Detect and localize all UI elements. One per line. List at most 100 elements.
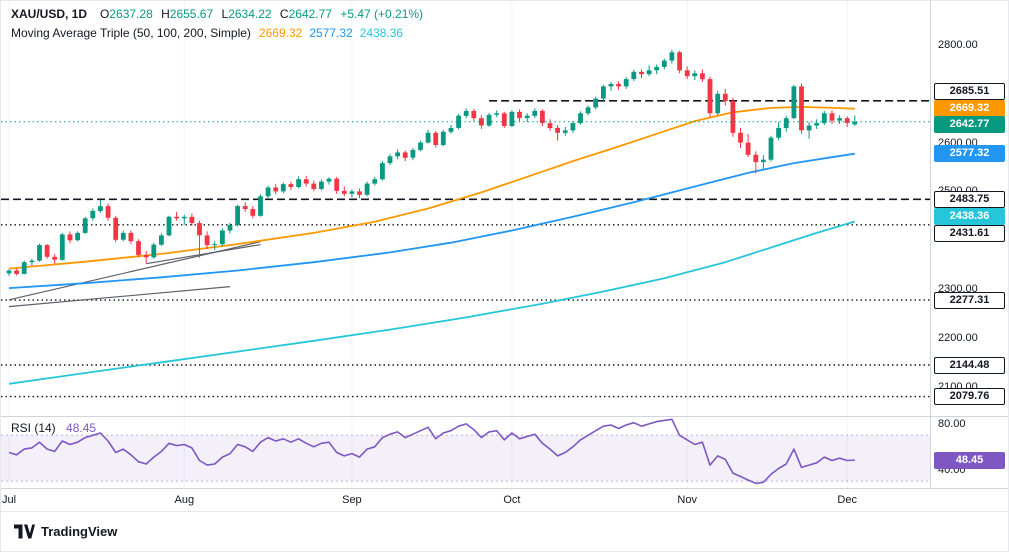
candle[interactable] xyxy=(555,125,560,141)
candle[interactable] xyxy=(220,228,225,247)
candle[interactable] xyxy=(418,140,423,152)
candle[interactable] xyxy=(639,69,644,79)
candle[interactable] xyxy=(235,204,240,227)
candle[interactable] xyxy=(334,176,340,194)
candle[interactable] xyxy=(44,244,50,259)
candle[interactable] xyxy=(349,189,355,198)
candle[interactable] xyxy=(273,184,279,195)
candle[interactable] xyxy=(669,49,675,64)
candle[interactable] xyxy=(120,230,126,242)
candle[interactable] xyxy=(768,135,774,162)
candle[interactable] xyxy=(166,215,172,237)
candle[interactable] xyxy=(540,109,545,126)
candle[interactable] xyxy=(151,242,157,259)
candle[interactable] xyxy=(448,125,454,134)
candle[interactable] xyxy=(303,175,309,187)
candle[interactable] xyxy=(181,214,187,225)
candle[interactable] xyxy=(593,96,599,110)
candle[interactable] xyxy=(692,70,698,81)
candle[interactable] xyxy=(311,180,317,192)
candle[interactable] xyxy=(242,202,248,212)
candle[interactable] xyxy=(578,111,583,125)
candle[interactable] xyxy=(486,112,492,127)
candle[interactable] xyxy=(700,69,705,82)
candle[interactable] xyxy=(6,269,12,276)
candle[interactable] xyxy=(601,85,606,101)
candle[interactable] xyxy=(280,182,286,194)
candle[interactable] xyxy=(75,231,80,242)
candle[interactable] xyxy=(136,239,141,258)
candle[interactable] xyxy=(319,179,324,191)
candle[interactable] xyxy=(677,50,682,74)
candle[interactable] xyxy=(197,220,202,258)
candle[interactable] xyxy=(364,181,370,197)
price-axis[interactable]: 2800.002600.002500.002300.002200.002100.… xyxy=(930,1,1008,416)
candle[interactable] xyxy=(372,176,378,186)
candle[interactable] xyxy=(684,66,690,80)
candle[interactable] xyxy=(616,81,621,90)
candle[interactable] xyxy=(410,148,416,161)
indicator-title[interactable]: Moving Average Triple (50, 100, 200, Sim… xyxy=(11,26,251,40)
candle[interactable] xyxy=(562,127,568,136)
candle[interactable] xyxy=(395,149,400,160)
time-axis[interactable]: Jul Aug Sep Oct Nov Dec xyxy=(1,488,1008,512)
candle[interactable] xyxy=(14,268,19,276)
candle[interactable] xyxy=(326,177,332,185)
candle[interactable] xyxy=(753,151,759,174)
candlestick-chart[interactable] xyxy=(1,1,931,416)
candle[interactable] xyxy=(433,130,439,148)
candle[interactable] xyxy=(646,65,652,77)
candle[interactable] xyxy=(357,188,362,199)
candle[interactable] xyxy=(707,76,713,118)
candle[interactable] xyxy=(59,232,65,261)
price-pane[interactable]: 2800.002600.002500.002300.002200.002100.… xyxy=(1,1,1008,416)
candle[interactable] xyxy=(143,251,149,264)
candle[interactable] xyxy=(258,194,263,217)
candle[interactable] xyxy=(631,69,637,82)
rsi-axis[interactable]: 80.00 40.00 48.45 xyxy=(930,417,1008,488)
candle[interactable] xyxy=(524,113,530,123)
candle[interactable] xyxy=(547,119,553,131)
candle[interactable] xyxy=(532,108,538,119)
candle[interactable] xyxy=(113,215,119,243)
candle[interactable] xyxy=(608,82,614,91)
candle[interactable] xyxy=(715,90,721,116)
candle[interactable] xyxy=(494,110,500,118)
candle[interactable] xyxy=(98,199,103,213)
candle[interactable] xyxy=(288,181,294,190)
candle[interactable] xyxy=(837,115,842,124)
candle[interactable] xyxy=(852,115,858,126)
candle[interactable] xyxy=(722,88,728,106)
candle[interactable] xyxy=(440,129,446,147)
candle[interactable] xyxy=(212,241,218,250)
candle[interactable] xyxy=(425,129,431,144)
candle[interactable] xyxy=(204,231,210,249)
rsi-pane[interactable]: 80.00 40.00 48.45 RSI (14) 48.45 xyxy=(1,416,1008,488)
candle[interactable] xyxy=(52,253,58,264)
candle[interactable] xyxy=(738,127,743,148)
rsi-chart[interactable] xyxy=(1,417,931,488)
candle[interactable] xyxy=(250,206,256,219)
candle[interactable] xyxy=(82,216,88,234)
symbol-title[interactable]: XAU/USD, 1D xyxy=(11,7,88,21)
candle[interactable] xyxy=(402,150,408,162)
candle[interactable] xyxy=(463,108,469,119)
rsi-title[interactable]: RSI (14) xyxy=(11,421,56,435)
candle[interactable] xyxy=(380,161,385,181)
candle[interactable] xyxy=(387,154,393,165)
candle[interactable] xyxy=(159,233,164,247)
candle[interactable] xyxy=(776,122,781,141)
candle[interactable] xyxy=(661,58,667,70)
candle[interactable] xyxy=(806,122,812,139)
candle[interactable] xyxy=(37,243,42,262)
candle[interactable] xyxy=(821,110,827,125)
candle[interactable] xyxy=(730,97,736,137)
candle[interactable] xyxy=(501,111,507,128)
candle[interactable] xyxy=(745,133,751,158)
candle[interactable] xyxy=(90,208,96,221)
candle[interactable] xyxy=(654,64,660,75)
candle[interactable] xyxy=(517,109,522,122)
candle[interactable] xyxy=(799,83,804,134)
candle[interactable] xyxy=(509,110,515,127)
candle[interactable] xyxy=(128,230,134,245)
